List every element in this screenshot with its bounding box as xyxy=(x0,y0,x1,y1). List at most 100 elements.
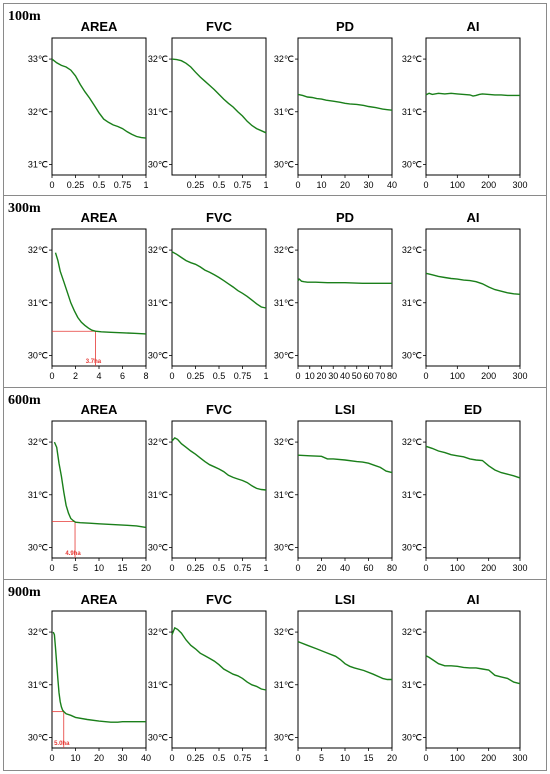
x-tick-label: 10 xyxy=(305,371,315,381)
x-tick-label: 300 xyxy=(512,371,527,381)
plot-frame xyxy=(425,610,521,749)
x-tick-label: 0 xyxy=(169,753,174,763)
x-tick-label: 0 xyxy=(423,563,428,573)
x-tick-label: 0.75 xyxy=(234,563,252,573)
panel-title: AI xyxy=(467,210,480,225)
x-tick-label: 0 xyxy=(423,180,428,190)
series-line xyxy=(171,626,267,691)
panel-100m-fvc: FVC 30℃ 31℃ 32℃ 0.25 0.5 0.75 1 xyxy=(148,19,269,190)
x-tick-label: 40 xyxy=(340,563,350,573)
row-label-300m: 300m xyxy=(8,201,41,216)
panel-300m-pd: PD 30℃ 31℃ 32℃ 0 10 20 30 40 50 60 70 80 xyxy=(274,210,397,381)
plot-frame xyxy=(297,610,393,749)
x-tick-label: 6 xyxy=(120,371,125,381)
y-tick-label: 31℃ xyxy=(402,107,422,117)
y-tick-label: 31℃ xyxy=(148,680,168,690)
y-tick-label: 30℃ xyxy=(148,159,168,169)
panel-600m-area: AREA 30℃ 31℃ 32℃ 0 5 10 15 20 4.9ha xyxy=(28,402,151,573)
plot-frame xyxy=(297,37,393,176)
y-tick-label: 32℃ xyxy=(402,627,422,637)
y-tick-label: 30℃ xyxy=(274,732,294,742)
y-tick-label: 31℃ xyxy=(148,490,168,500)
x-tick-label: 300 xyxy=(512,563,527,573)
y-tick-label: 32℃ xyxy=(402,245,422,255)
x-tick-label: 4 xyxy=(96,371,101,381)
series-line xyxy=(171,251,267,309)
x-tick-label: 0 xyxy=(295,180,300,190)
x-tick-label: 0 xyxy=(49,371,54,381)
y-tick-label: 31℃ xyxy=(28,298,48,308)
x-tick-label: 0 xyxy=(295,563,300,573)
y-tick-label: 30℃ xyxy=(28,350,48,360)
series-line xyxy=(297,93,393,111)
plot-frame xyxy=(51,228,147,367)
series-line xyxy=(171,437,267,491)
x-tick-label: 0 xyxy=(49,563,54,573)
y-tick-label: 31℃ xyxy=(28,159,48,169)
y-tick-label: 32℃ xyxy=(274,245,294,255)
x-tick-label: 20 xyxy=(387,753,397,763)
x-tick-label: 0 xyxy=(295,371,300,381)
series-line xyxy=(53,441,147,529)
panel-600m-ed: ED 30℃ 31℃ 32℃ 0 100 200 300 xyxy=(402,402,528,573)
panel-title: AREA xyxy=(81,210,118,225)
x-tick-label: 10 xyxy=(94,563,104,573)
x-tick-label: 0 xyxy=(295,753,300,763)
y-tick-label: 32℃ xyxy=(28,437,48,447)
x-tick-label: 30 xyxy=(117,753,127,763)
y-tick-label: 31℃ xyxy=(274,298,294,308)
row-label-100m: 100m xyxy=(8,9,41,24)
plot-frame xyxy=(171,228,267,367)
x-tick-label: 0 xyxy=(423,371,428,381)
x-tick-label: 0 xyxy=(169,563,174,573)
x-tick-label: 80 xyxy=(387,371,397,381)
y-tick-label: 32℃ xyxy=(148,627,168,637)
x-tick-label: 200 xyxy=(481,563,496,573)
panel-title: PD xyxy=(336,19,354,34)
plot-frame xyxy=(51,610,147,749)
x-tick-label: 20 xyxy=(316,563,326,573)
x-tick-label: 0.75 xyxy=(234,753,252,763)
y-tick-label: 30℃ xyxy=(274,542,294,552)
panel-100m-ai: AI 30℃ 31℃ 32℃ 0 100 200 300 xyxy=(402,19,528,190)
x-tick-label: 0.25 xyxy=(67,180,85,190)
y-tick-label: 31℃ xyxy=(28,490,48,500)
series-line xyxy=(297,454,393,474)
y-tick-label: 30℃ xyxy=(402,542,422,552)
panel-900m-fvc: FVC 30℃ 31℃ 32℃ 0 0.25 0.5 0.75 1 xyxy=(148,592,269,763)
x-tick-label: 40 xyxy=(387,180,397,190)
y-tick-label: 31℃ xyxy=(274,490,294,500)
threshold-label: 5.0ha xyxy=(54,741,70,747)
x-tick-label: 100 xyxy=(450,180,465,190)
panel-300m-ai: AI 30℃ 31℃ 32℃ 0 100 200 300 xyxy=(402,210,528,381)
series-line xyxy=(425,272,521,295)
panel-title: AI xyxy=(467,592,480,607)
series-line xyxy=(171,58,267,134)
y-tick-label: 30℃ xyxy=(402,732,422,742)
panel-900m-ai: AI 30℃ 31℃ 32℃ 0 100 200 300 xyxy=(402,592,528,763)
y-tick-label: 32℃ xyxy=(402,54,422,64)
plot-frame xyxy=(171,610,267,749)
x-tick-label: 80 xyxy=(387,563,397,573)
x-tick-label: 100 xyxy=(450,563,465,573)
y-tick-label: 32℃ xyxy=(274,437,294,447)
x-tick-label: 0.75 xyxy=(234,180,252,190)
x-tick-label: 0.5 xyxy=(93,180,106,190)
panel-title: AREA xyxy=(81,402,118,417)
series-line xyxy=(54,252,147,335)
row-label-900m: 900m xyxy=(8,585,41,600)
y-tick-label: 30℃ xyxy=(28,732,48,742)
x-tick-label: 50 xyxy=(352,371,362,381)
panel-900m-lsi: LSI 30℃ 31℃ 32℃ 0 5 10 15 20 xyxy=(274,592,397,763)
y-tick-label: 32℃ xyxy=(148,245,168,255)
x-tick-label: 40 xyxy=(340,371,350,381)
panel-title: PD xyxy=(336,210,354,225)
y-tick-label: 30℃ xyxy=(148,350,168,360)
panel-600m-fvc: FVC 30℃ 31℃ 32℃ 0 0.25 0.5 0.75 1 xyxy=(148,402,269,573)
x-tick-label: 0 xyxy=(49,180,54,190)
plot-frame xyxy=(297,228,393,367)
y-tick-label: 31℃ xyxy=(148,298,168,308)
series-line xyxy=(52,631,146,723)
plot-frame xyxy=(425,37,521,176)
x-tick-label: 20 xyxy=(94,753,104,763)
